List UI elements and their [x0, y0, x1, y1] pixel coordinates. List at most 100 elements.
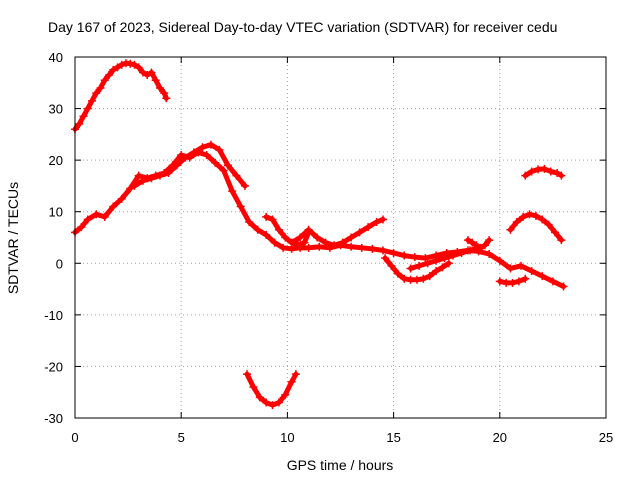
data-point — [531, 211, 540, 220]
data-point — [444, 259, 453, 268]
data-point — [506, 264, 515, 273]
data-point — [100, 212, 109, 221]
data-point — [155, 83, 164, 92]
data-point — [249, 383, 258, 392]
data-point — [172, 161, 181, 170]
data-point — [389, 248, 398, 257]
data-point — [164, 169, 173, 178]
data-point — [393, 269, 402, 278]
data-point — [400, 251, 409, 260]
series-arc-10 — [495, 274, 530, 287]
data-point — [243, 370, 252, 379]
data-point — [294, 241, 303, 250]
data-point — [236, 202, 245, 211]
data-point — [287, 377, 296, 386]
data-point — [79, 112, 88, 121]
data-point — [432, 256, 441, 265]
data-point — [546, 167, 555, 176]
data-point — [495, 256, 504, 265]
data-point — [330, 241, 339, 250]
data-point — [211, 158, 220, 167]
data-point — [274, 225, 283, 234]
data-point — [506, 225, 515, 234]
data-point — [130, 60, 139, 69]
data-point — [143, 71, 152, 80]
data-point — [147, 68, 156, 77]
series-arc-8 — [406, 243, 483, 273]
data-point — [134, 63, 143, 72]
y-tick-label: -20 — [44, 359, 63, 374]
data-point — [219, 166, 228, 175]
data-point — [540, 164, 549, 173]
data-point — [202, 150, 211, 159]
data-point — [206, 140, 215, 149]
data-point — [559, 282, 568, 291]
x-tick-label: 0 — [71, 430, 78, 445]
data-point — [96, 83, 105, 92]
data-point — [177, 150, 186, 159]
data-point — [463, 236, 472, 245]
data-point — [347, 233, 356, 242]
series-arc-3 — [130, 140, 249, 190]
series-trace — [289, 216, 386, 248]
data-point — [480, 241, 489, 250]
data-point — [245, 218, 254, 227]
data-point — [378, 215, 387, 224]
data-point — [521, 274, 530, 283]
data-point — [300, 238, 309, 247]
y-tick-label: -30 — [44, 411, 63, 426]
data-point — [138, 176, 147, 185]
x-axis-label: GPS time / hours — [287, 457, 394, 473]
data-point — [521, 171, 530, 180]
y-tick-label: 40 — [49, 50, 63, 65]
data-point — [381, 254, 390, 263]
data-point — [527, 267, 536, 276]
data-point — [315, 242, 324, 251]
data-point — [357, 243, 366, 252]
data-point — [476, 243, 485, 252]
data-point — [109, 65, 118, 74]
data-point — [281, 233, 290, 242]
series-arc-7 — [381, 254, 453, 284]
x-tick-label: 25 — [599, 430, 613, 445]
data-point — [162, 94, 171, 103]
data-point — [262, 230, 271, 239]
data-point — [557, 236, 566, 245]
data-point — [519, 212, 528, 221]
data-point — [364, 223, 373, 232]
data-point — [538, 215, 547, 224]
data-point — [87, 96, 96, 105]
data-point — [472, 241, 481, 250]
data-point — [100, 76, 109, 85]
data-point — [83, 215, 92, 224]
data-point — [215, 145, 224, 154]
series-arc-2 — [71, 148, 568, 291]
data-point — [538, 272, 547, 281]
data-point — [512, 218, 521, 227]
data-point — [347, 242, 356, 251]
data-point — [400, 274, 409, 283]
data-point — [126, 184, 135, 193]
data-point — [415, 261, 424, 270]
chart-title: Day 167 of 2023, Sidereal Day-to-day VTE… — [48, 19, 557, 35]
data-point — [92, 210, 101, 219]
series-arc-11 — [506, 210, 566, 245]
data-point — [551, 228, 560, 237]
data-point — [155, 171, 164, 180]
data-point — [432, 267, 441, 276]
data-point — [485, 250, 494, 259]
data-point — [368, 244, 377, 253]
data-point — [92, 89, 101, 98]
series-trace — [244, 371, 299, 408]
data-point — [495, 277, 504, 286]
data-point — [268, 215, 277, 224]
data-point — [151, 76, 160, 85]
data-point — [517, 261, 526, 270]
data-point — [117, 194, 126, 203]
data-point — [77, 223, 86, 232]
series-arc-6 — [287, 215, 387, 250]
axis-ticks: 0 5 10 15 20 25 -30 -20 -10 0 10 20 30 40 — [44, 50, 613, 445]
data-point — [514, 277, 523, 286]
data-point — [126, 59, 135, 68]
